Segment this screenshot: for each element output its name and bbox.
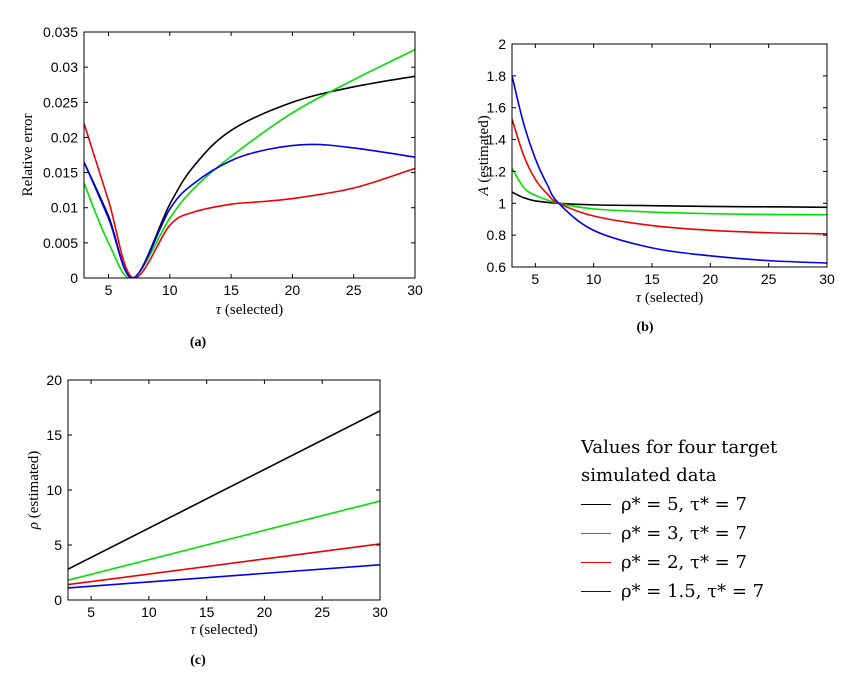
- x-tick-label-a: 5: [105, 282, 113, 298]
- y-axis-label-b: A (estimated): [476, 115, 492, 196]
- x-tick-label-a: 10: [162, 282, 178, 298]
- y-tick-label-b: 1.2: [487, 163, 507, 179]
- legend-swatch-blue: [581, 591, 611, 592]
- x-axis-label-a: τ (selected): [216, 302, 283, 318]
- series-line-rho2-c: [68, 543, 380, 586]
- x-tick-label-b: 25: [761, 271, 777, 287]
- x-tick-label-b: 20: [703, 271, 719, 287]
- legend-swatch-black: [581, 504, 611, 505]
- x-tick-label-b: 10: [586, 271, 602, 287]
- y-tick-label-a: 0.025: [43, 94, 78, 110]
- legend-swatch-green: [581, 533, 611, 534]
- series-line-rho5-a: [84, 75, 415, 278]
- series-line-rho1.5-c: [68, 564, 380, 589]
- panel-caption-b: (b): [636, 320, 653, 335]
- axes-box-a: [83, 31, 416, 279]
- legend-entry-rho2: ρ* = 2, τ* = 7: [581, 548, 841, 577]
- legend-entry-rho5: ρ* = 5, τ* = 7: [581, 490, 841, 519]
- x-tick-label-b: 30: [819, 271, 835, 287]
- x-tick-label-c: 5: [87, 604, 95, 620]
- y-axis-label-c: ρ (estimated): [26, 451, 42, 530]
- y-tick-label-b: 1: [498, 195, 506, 211]
- legend-label-rho2: ρ* = 2, τ* = 7: [621, 552, 747, 573]
- x-axis-label-c: τ (selected): [190, 622, 257, 638]
- chart-panel-a: 5 10 15 20 25 30 0 0.005 0.01 0.015 0.02 0.025 0.03 0…: [20, 24, 423, 350]
- legend-title-line1: Values for four target: [581, 437, 778, 458]
- axes-box-b: [511, 43, 828, 268]
- x-tick-label-a: 30: [407, 282, 423, 298]
- y-tick-label-a: 0: [70, 270, 78, 286]
- y-tick-label-b: 1.6: [487, 100, 507, 116]
- series-line-rho2-a: [84, 123, 415, 278]
- legend-entry-rho1.5: ρ* = 1.5, τ* = 7: [581, 577, 841, 606]
- y-tick-label-b: 0.6: [487, 259, 507, 275]
- legend-swatch-red: [581, 562, 611, 563]
- legend-label-rho1.5: ρ* = 1.5, τ* = 7: [621, 581, 765, 602]
- y-tick-label-c: 5: [54, 537, 62, 553]
- legend-label-rho5: ρ* = 5, τ* = 7: [621, 494, 747, 515]
- x-tick-label-a: 25: [346, 282, 362, 298]
- y-tick-label-a: 0.015: [43, 165, 78, 181]
- legend-label-rho3: ρ* = 3, τ* = 7: [621, 523, 747, 544]
- y-tick-label-a: 0.03: [51, 59, 78, 75]
- y-tick-label-c: 15: [46, 427, 62, 443]
- x-tick-label-b: 15: [644, 271, 660, 287]
- y-tick-label-c: 10: [46, 482, 62, 498]
- x-tick-label-c: 15: [199, 604, 215, 620]
- y-tick-label-c: 20: [46, 372, 62, 388]
- x-tick-label-a: 20: [285, 282, 301, 298]
- y-tick-label-a: 0.035: [43, 24, 78, 40]
- series-line-rho5-b: [512, 191, 827, 209]
- legend-title-line2: simulated data: [581, 465, 717, 486]
- y-tick-label-a: 0.01: [51, 200, 78, 216]
- series-line-rho1.5-a: [84, 143, 415, 278]
- series-line-rho3-a: [84, 48, 415, 278]
- series-line-rho2-b: [512, 118, 827, 235]
- y-tick-label-b: 2: [498, 36, 506, 52]
- x-tick-label-c: 30: [372, 604, 388, 620]
- series-line-rho3-c: [68, 500, 380, 581]
- panel-caption-a: (a): [190, 335, 207, 350]
- x-tick-label-b: 5: [531, 271, 539, 287]
- legend: Values for four target simulated data ρ*…: [581, 434, 841, 606]
- x-tick-label-c: 25: [314, 604, 330, 620]
- y-tick-label-c: 0: [54, 592, 62, 608]
- y-axis-label-a: Relative error: [20, 114, 36, 197]
- series-line-rho3-b: [512, 167, 827, 216]
- series-line-rho1.5-b: [512, 75, 827, 264]
- y-tick-label-b: 0.8: [487, 227, 507, 243]
- panel-caption-c: (c): [190, 653, 206, 668]
- x-tick-label-c: 10: [141, 604, 157, 620]
- y-tick-label-b: 1.8: [487, 68, 507, 84]
- y-tick-label-a: 0.005: [43, 235, 78, 251]
- x-tick-label-a: 15: [223, 282, 239, 298]
- chart-panel-b: 5 10 15 20 25 30 0.6 0.8 1 1.2 1.4 1.6 1.8 2 τ (select…: [476, 36, 835, 335]
- y-tick-label-a: 0.02: [51, 129, 78, 145]
- y-tick-label-b: 1.4: [487, 132, 507, 148]
- legend-entry-rho3: ρ* = 3, τ* = 7: [581, 519, 841, 548]
- series-line-rho5-c: [68, 410, 380, 570]
- x-axis-label-b: τ (selected): [636, 290, 703, 306]
- x-tick-label-c: 20: [257, 604, 273, 620]
